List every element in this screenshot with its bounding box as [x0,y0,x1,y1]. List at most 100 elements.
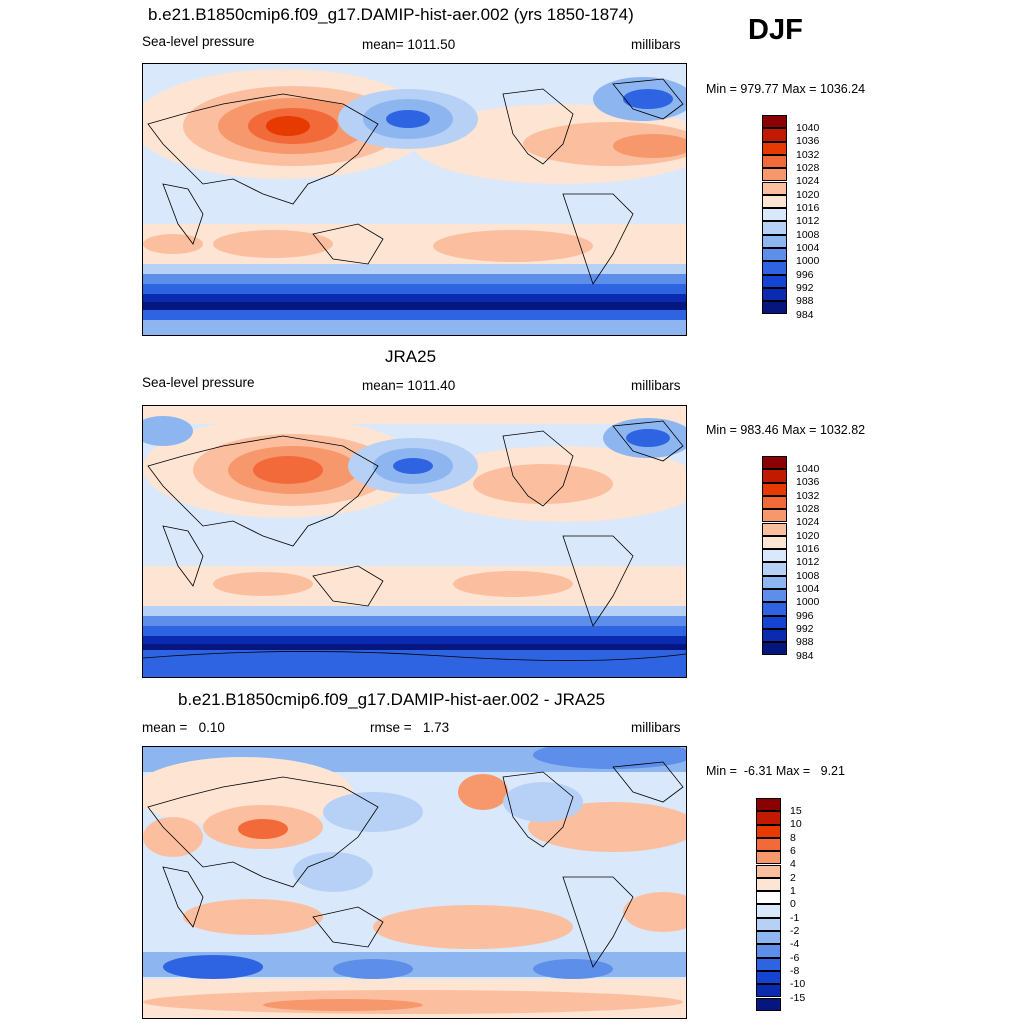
panel-3-colorbar-swatch [756,798,781,812]
panel-2-colorbar-swatch [762,469,787,483]
panel-3-colorbar-tick: 8 [790,832,796,844]
panel-1-variable-label: Sea-level pressure [142,34,255,49]
panel-3-colorbar-tick: -4 [790,938,800,950]
panel-2-colorbar-tick: 1024 [796,516,820,528]
panel-3-mean-label: mean = 0.10 [142,720,225,735]
panel-3-colorbar-swatch [756,837,781,852]
panel-1-colorbar-swatch [762,248,787,262]
panel-1-map-svg [143,64,686,335]
panel-3-colorbar-swatch [756,891,781,905]
panel-2-variable-label: Sea-level pressure [142,375,255,390]
panel-1-colorbar-tick: 1016 [796,202,820,214]
panel-1-map [142,63,687,336]
panel-2-colorbar-swatch [762,456,787,470]
panel-1-colorbar-swatch [762,194,787,209]
panel-1-mean-label: mean= 1011.50 [362,37,456,52]
panel-2-colorbar-tick: 992 [796,623,814,635]
panel-3-colorbar-tick: -15 [790,992,806,1004]
panel-2-colorbar-swatch [762,535,787,550]
panel-3-title: b.e21.B1850cmip6.f09_g17.DAMIP-hist-aer.… [178,690,606,709]
panel-1-colorbar-swatch [762,301,787,315]
panel-1-colorbar-tick: 1032 [796,149,820,161]
panel-2-colorbar-tick: 988 [796,636,814,648]
panel-2-mean-label: mean= 1011.40 [362,378,456,393]
panel-3-colorbar-swatch [756,970,781,985]
panel-3-colorbar-swatch [756,877,781,892]
panel-3-colorbar-swatch [756,864,781,878]
panel-2-colorbar-tick: 996 [796,610,814,622]
panel-2-colorbar-tick: 1012 [796,556,820,568]
panel-3-colorbar-tick: -8 [790,965,800,977]
panel-1-colorbar-tick: 1000 [796,255,820,267]
panel-1-colorbar-tick: 1028 [796,162,820,174]
panel-3-colorbar-swatch [756,917,781,931]
panel-2-colorbar-tick: 1032 [796,490,820,502]
panel-3-colorbar-tick: 2 [790,872,796,884]
panel-1-colorbar-swatch [762,128,787,142]
panel-1-colorbar-tick: 984 [796,309,814,321]
panel-1-colorbar-tick: 1040 [796,122,820,134]
panel-3-colorbar-tick: 1 [790,885,796,897]
panel-3-units-label: millibars [631,720,681,735]
panel-3-colorbar-swatch [756,984,781,998]
panel-2-map-svg [143,406,686,677]
panel-3-colorbar-swatch [756,957,781,971]
panel-1-colorbar-tick: 1004 [796,242,820,254]
panel-1-colorbar-swatch [762,234,787,248]
panel-2-map [142,405,687,678]
panel-2-colorbar-tick: 984 [796,650,814,662]
panel-3-colorbar-tick: 10 [790,818,802,830]
panel-3-colorbar-tick: -6 [790,952,800,964]
panel-1-colorbar-swatch [762,274,787,288]
panel-3-map [142,746,687,1019]
panel-2-colorbar-tick: 1028 [796,503,820,515]
panel-2-colorbar-swatch [762,642,787,656]
panel-1-colorbar-tick: 996 [796,269,814,281]
panel-1-colorbar-swatch [762,154,787,169]
panel-1-colorbar-swatch [762,208,787,222]
panel-1-colorbar-swatch [762,287,787,302]
panel-3-colorbar-tick: 0 [790,898,796,910]
panel-2-colorbar-swatch [762,589,787,603]
panel-2-colorbar-tick: 1008 [796,570,820,582]
panel-3-rmse-label: rmse = 1.73 [370,720,450,735]
panel-3-colorbar: 15 10 8 6 4 2 1 0 -1 -2 -4 -6 -8 -10 -15 [756,798,836,1018]
panel-2-colorbar-swatch [762,482,787,496]
panel-3-colorbar-tick: 6 [790,845,796,857]
panel-2-colorbar-tick: 1016 [796,543,820,555]
panel-1-title: b.e21.B1850cmip6.f09_g17.DAMIP-hist-aer.… [148,5,634,24]
panel-2-colorbar-swatch [762,495,787,510]
panel-1-colorbar-swatch [762,181,787,195]
panel-3-colorbar-tick: -10 [790,978,806,990]
panel-2-colorbar-swatch [762,509,787,523]
panel-2-minmax: Min = 983.46 Max = 1032.82 [706,423,866,437]
panel-1-colorbar-tick: 1008 [796,229,820,241]
panel-2-colorbar-tick: 1040 [796,463,820,475]
panel-1-colorbar-tick: 1036 [796,135,820,147]
season-label: DJF [748,14,803,46]
panel-1-colorbar-tick: 992 [796,282,814,294]
panel-2-colorbar-swatch [762,575,787,589]
panel-1-colorbar-swatch [762,115,787,129]
panel-2-colorbar-tick: 1036 [796,476,820,488]
panel-2-colorbar-swatch [762,549,787,563]
panel-2-colorbar-swatch [762,562,787,576]
panel-1-colorbar-swatch [762,261,787,275]
panel-1-colorbar-swatch [762,141,787,155]
panel-3-colorbar-tick: -1 [790,912,800,924]
panel-2-colorbar-tick: 1020 [796,530,820,542]
panel-2-colorbar-swatch [762,615,787,629]
panel-2-colorbar-tick: 1000 [796,596,820,608]
panel-2-colorbar-tick: 1004 [796,583,820,595]
panel-1-colorbar-tick: 1024 [796,175,820,187]
panel-3-minmax: Min = -6.31 Max = 9.21 [706,764,845,778]
panel-2-colorbar-swatch [762,522,787,536]
panel-3-colorbar-tick: 4 [790,858,796,870]
panel-3-colorbar-swatch [756,904,781,918]
panel-2-title: JRA25 [385,347,437,366]
panel-3-colorbar-swatch [756,931,781,945]
panel-3-colorbar-swatch [756,944,781,958]
panel-1-minmax: Min = 979.77 Max = 1036.24 [706,82,866,96]
panel-3-colorbar-tick: -2 [790,925,800,937]
panel-2-colorbar-swatch [762,628,787,643]
